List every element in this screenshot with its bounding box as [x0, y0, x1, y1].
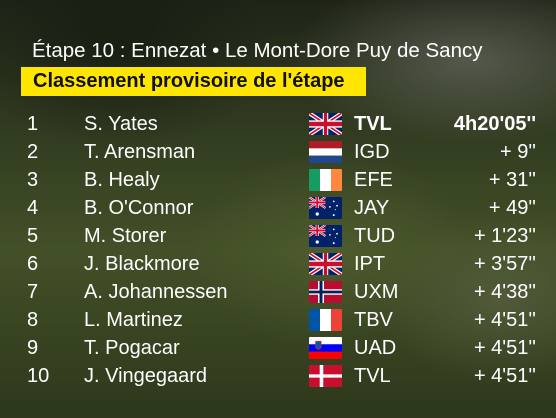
rider-name: J. Vingegaard: [84, 365, 208, 387]
team-code: IPT: [354, 253, 386, 275]
flag-icon: [309, 365, 342, 387]
classification-banner: Classement provisoire de l'étape: [21, 67, 366, 96]
flag-icon: [309, 113, 342, 135]
team-code: IGD: [354, 141, 390, 163]
table-row: 3 B. Healy EFE + 31'': [0, 167, 556, 195]
rider-name: S. Yates: [84, 113, 158, 135]
table-row: 8 L. Martinez TBV + 4'51'': [0, 307, 556, 335]
rank: 4: [27, 197, 39, 219]
table-row: 2 T. Arensman IGD + 9'': [0, 139, 556, 167]
team-code: JAY: [354, 197, 390, 219]
time-gap: + 4'38'': [473, 281, 536, 303]
table-row: 10 J. Vingegaard TVL + 4'51'': [0, 363, 556, 391]
rider-name: B. Healy: [84, 169, 160, 191]
flag-icon: [309, 281, 342, 303]
flag-icon: [309, 141, 342, 163]
table-row: 4 B. O'Connor JAY + 49'': [0, 195, 556, 223]
classification-title: Classement provisoire de l'étape: [33, 70, 345, 92]
time-gap: + 9'': [500, 141, 536, 163]
rank: 6: [27, 253, 39, 275]
team-code: TVL: [354, 113, 392, 135]
rider-name: L. Martinez: [84, 309, 183, 331]
rider-name: J. Blackmore: [84, 253, 200, 275]
time-gap: 4h20'05'': [453, 113, 536, 135]
table-row: 7 A. Johannessen UXM + 4'38'': [0, 279, 556, 307]
team-code: EFE: [354, 169, 393, 191]
rider-name: B. O'Connor: [84, 197, 194, 219]
team-code: TBV: [354, 309, 393, 331]
rider-name: T. Arensman: [84, 141, 196, 163]
time-gap: + 31'': [488, 169, 536, 191]
flag-icon: [309, 253, 342, 275]
flag-icon: [309, 197, 342, 219]
stage-title: Étape 10 : Ennezat • Le Mont-Dore Puy de…: [32, 39, 483, 62]
rank: 2: [27, 141, 39, 163]
rank: 1: [27, 113, 39, 135]
rider-name: A. Johannessen: [84, 281, 228, 303]
rank: 3: [27, 169, 39, 191]
flag-icon: [309, 309, 342, 331]
table-row: 6 J. Blackmore IPT + 3'57'': [0, 251, 556, 279]
rank: 10: [27, 365, 50, 387]
rider-name: M. Storer: [84, 225, 167, 247]
rank: 7: [27, 281, 39, 303]
rank: 5: [27, 225, 39, 247]
flag-icon: [309, 225, 342, 247]
time-gap: + 1'23'': [473, 225, 536, 247]
flag-icon: [309, 337, 342, 359]
time-gap: + 4'51'': [473, 337, 536, 359]
team-code: UAD: [354, 337, 397, 359]
time-gap: + 3'57'': [473, 253, 536, 275]
table-row: 5 M. Storer TUD + 1'23'': [0, 223, 556, 251]
table-row: 1 S. Yates TVL 4h20'05'': [0, 111, 556, 139]
team-code: UXM: [354, 281, 399, 303]
time-gap: + 4'51'': [473, 309, 536, 331]
team-code: TVL: [354, 365, 391, 387]
time-gap: + 4'51'': [473, 365, 536, 387]
rank: 8: [27, 309, 39, 331]
rider-name: T. Pogacar: [84, 337, 180, 359]
table-row: 9 T. Pogacar UAD + 4'51'': [0, 335, 556, 363]
team-code: TUD: [354, 225, 396, 247]
time-gap: + 49'': [488, 197, 536, 219]
flag-icon: [309, 169, 342, 191]
rank: 9: [27, 337, 39, 359]
